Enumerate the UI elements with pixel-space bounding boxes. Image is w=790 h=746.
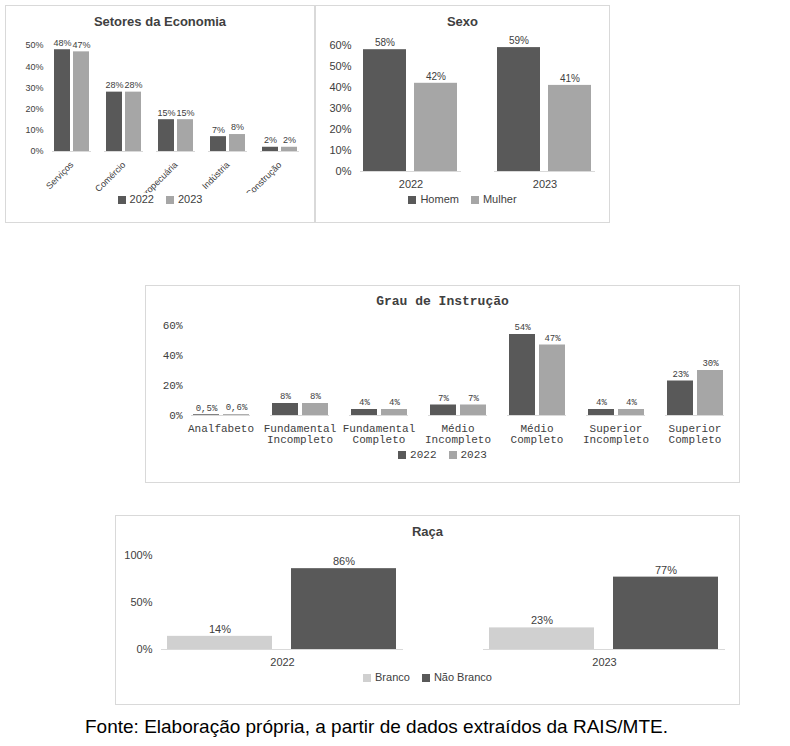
- svg-text:SuperiorCompleto: SuperiorCompleto: [669, 423, 722, 446]
- svg-text:40%: 40%: [329, 81, 351, 93]
- svg-text:10%: 10%: [25, 125, 43, 135]
- html-text:Setores da Economia: Setores da Economia: [93, 14, 227, 29]
- html-text:Grau de Instrução: Grau de Instrução: [376, 294, 509, 309]
- html-text:Sexo: Sexo: [447, 14, 478, 29]
- svg-text:4%: 4%: [389, 398, 400, 408]
- svg-text:0%: 0%: [137, 643, 153, 655]
- svg-text:59%: 59%: [509, 35, 529, 46]
- svg-text:40%: 40%: [25, 62, 43, 72]
- svg-text:50%: 50%: [130, 596, 152, 608]
- svg-text:58%: 58%: [375, 37, 395, 48]
- svg-text:2%: 2%: [264, 135, 277, 145]
- svg-text:20%: 20%: [25, 104, 43, 114]
- svg-text:23%: 23%: [672, 370, 689, 380]
- svg-text:30%: 30%: [25, 83, 43, 93]
- svg-text:Indústria: Indústria: [200, 160, 231, 191]
- svg-text:8%: 8%: [310, 392, 321, 402]
- svg-text:60%: 60%: [329, 39, 351, 51]
- svg-text:77%: 77%: [655, 564, 677, 576]
- svg-text:28%: 28%: [105, 80, 123, 90]
- svg-text:8%: 8%: [280, 392, 291, 402]
- svg-text:4%: 4%: [359, 398, 370, 408]
- svg-text:Comércio: Comércio: [93, 160, 127, 193]
- svg-text:7%: 7%: [468, 394, 479, 404]
- svg-text:SuperiorIncompleto: SuperiorIncompleto: [583, 423, 649, 446]
- svg-text:Construção: Construção: [244, 160, 284, 193]
- svg-text:2023: 2023: [533, 178, 557, 190]
- svg-text:30%: 30%: [702, 359, 719, 369]
- svg-text:0,5%: 0,5%: [196, 404, 218, 414]
- html-text:Não Branco: Não Branco: [433, 671, 492, 683]
- svg-text:23%: 23%: [531, 614, 553, 626]
- svg-text:FundamentalIncompleto: FundamentalIncompleto: [264, 423, 337, 446]
- svg-text:2022: 2022: [270, 656, 294, 668]
- html-text:2023: 2023: [178, 193, 203, 205]
- svg-text:15%: 15%: [157, 108, 175, 118]
- svg-text:7%: 7%: [438, 394, 449, 404]
- svg-text:2023: 2023: [592, 656, 616, 668]
- svg-text:4%: 4%: [626, 398, 637, 408]
- svg-text:48%: 48%: [53, 38, 71, 48]
- svg-text:15%: 15%: [176, 108, 194, 118]
- svg-text:20%: 20%: [329, 123, 351, 135]
- svg-text:40%: 40%: [163, 350, 183, 362]
- svg-text:4%: 4%: [596, 398, 607, 408]
- svg-text:47%: 47%: [544, 334, 561, 344]
- html-text:Mulher: Mulher: [482, 193, 517, 205]
- svg-text:60%: 60%: [163, 320, 183, 332]
- html-text:Branco: Branco: [375, 671, 410, 683]
- svg-text:2022: 2022: [399, 178, 423, 190]
- html-text:Raça: Raça: [412, 524, 443, 539]
- svg-text:Analfabeto: Analfabeto: [188, 423, 254, 435]
- svg-text:47%: 47%: [72, 40, 90, 50]
- html-text:2022: 2022: [410, 449, 437, 461]
- svg-text:2%: 2%: [283, 135, 296, 145]
- svg-text:54%: 54%: [514, 323, 531, 333]
- svg-text:50%: 50%: [25, 40, 43, 50]
- svg-text:42%: 42%: [426, 71, 446, 82]
- svg-text:0%: 0%: [336, 165, 352, 177]
- html-text:2022: 2022: [129, 193, 154, 205]
- svg-text:0%: 0%: [169, 410, 183, 422]
- svg-text:FundamentalCompleto: FundamentalCompleto: [343, 423, 416, 446]
- svg-text:28%: 28%: [124, 80, 142, 90]
- svg-text:7%: 7%: [212, 125, 225, 135]
- svg-text:MédioIncompleto: MédioIncompleto: [425, 423, 491, 446]
- svg-text:30%: 30%: [329, 102, 351, 114]
- svg-text:20%: 20%: [163, 380, 183, 392]
- html-text:Fonte: Elaboração própria, a p: Fonte: Elaboração própria, a partir de d…: [85, 716, 668, 737]
- svg-text:MédioCompleto: MédioCompleto: [511, 423, 564, 446]
- svg-text:41%: 41%: [560, 73, 580, 84]
- svg-text:86%: 86%: [333, 555, 355, 567]
- svg-text:0%: 0%: [30, 146, 43, 156]
- svg-text:0,6%: 0,6%: [226, 403, 248, 413]
- svg-text:14%: 14%: [209, 623, 231, 635]
- svg-text:Serviços: Serviços: [44, 159, 76, 191]
- svg-text:10%: 10%: [329, 144, 351, 156]
- svg-text:100%: 100%: [124, 549, 152, 561]
- svg-text:8%: 8%: [231, 122, 244, 132]
- svg-text:Agropecuária: Agropecuária: [135, 160, 180, 193]
- svg-text:50%: 50%: [329, 60, 351, 72]
- html-text:2023: 2023: [460, 449, 487, 461]
- html-text:Homem: Homem: [420, 193, 459, 205]
